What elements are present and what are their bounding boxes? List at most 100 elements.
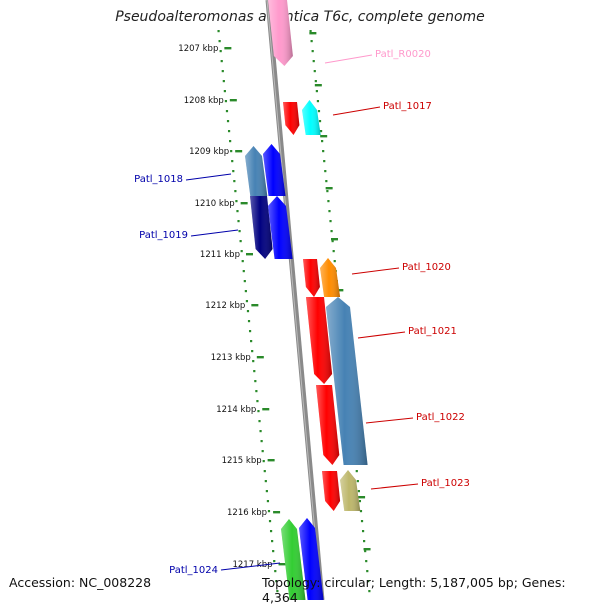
minor-tick-left xyxy=(226,120,230,123)
gene-label-patl_1017[interactable]: Patl_1017 xyxy=(383,101,432,112)
gene-shading xyxy=(268,196,293,259)
gene-shading xyxy=(299,518,324,600)
major-tick-right xyxy=(314,84,322,87)
gene-shading xyxy=(320,258,341,297)
minor-tick-right xyxy=(365,560,368,563)
gene-shading xyxy=(268,0,293,66)
genome-summary: Topology: circular; Length: 5,187,005 bp… xyxy=(262,575,566,605)
minor-tick-left xyxy=(243,280,246,283)
minor-tick-left xyxy=(219,50,222,53)
kbp-tick-label: 1211 kbp xyxy=(200,250,240,260)
minor-tick-left xyxy=(237,220,240,223)
major-tick-left xyxy=(251,304,259,307)
major-tick-left xyxy=(273,511,281,514)
callout-line xyxy=(332,106,381,116)
minor-tick-left xyxy=(251,350,254,353)
minor-tick-right xyxy=(323,160,326,163)
callout-line xyxy=(324,54,373,64)
minor-tick-left xyxy=(236,210,239,213)
gene-label-patl_1019[interactable]: Patl_1019 xyxy=(139,230,188,241)
minor-tick-right xyxy=(316,100,320,103)
minor-tick-right xyxy=(358,500,362,503)
gene-shading xyxy=(306,297,333,384)
minor-tick-left xyxy=(262,460,265,463)
minor-tick-left xyxy=(269,530,273,533)
minor-tick-right xyxy=(363,540,366,543)
gene-label-patl_1020[interactable]: Patl_1020 xyxy=(402,262,451,273)
kbp-tick-label: 1210 kbp xyxy=(195,199,235,209)
minor-tick-left xyxy=(218,40,221,43)
gene-shading xyxy=(340,470,361,511)
minor-tick-left xyxy=(222,80,225,83)
kbp-tick-label: 1212 kbp xyxy=(205,301,245,311)
minor-tick-left xyxy=(227,130,231,133)
gene-shading xyxy=(245,146,268,196)
minor-tick-left xyxy=(265,490,268,493)
minor-tick-left xyxy=(268,520,272,523)
genome-backbone xyxy=(265,0,325,600)
callout-line xyxy=(370,483,419,490)
minor-tick-left xyxy=(257,410,260,413)
minor-tick-right xyxy=(366,570,369,573)
minor-tick-left xyxy=(234,190,237,193)
minor-tick-right xyxy=(368,590,371,593)
minor-tick-left xyxy=(217,30,220,33)
gene-label-patl_1024[interactable]: Patl_1024 xyxy=(169,565,218,576)
minor-tick-right xyxy=(315,90,318,93)
gene-shading xyxy=(302,100,321,135)
minor-tick-right xyxy=(309,30,312,33)
minor-tick-right xyxy=(319,130,323,133)
minor-tick-left xyxy=(235,200,238,203)
minor-tick-left xyxy=(250,340,253,343)
minor-tick-right xyxy=(324,170,327,173)
major-tick-left xyxy=(240,202,248,205)
kbp-tick-label: 1208 kbp xyxy=(184,96,224,106)
minor-tick-left xyxy=(224,100,228,103)
kbp-tick-label: 1207 kbp xyxy=(178,44,218,54)
minor-tick-right xyxy=(325,180,328,183)
minor-tick-left xyxy=(232,170,235,173)
gene-shading xyxy=(250,196,273,259)
gene-label-patl_1021[interactable]: Patl_1021 xyxy=(408,326,457,337)
gene-shading xyxy=(316,385,340,465)
gene-label-patl_1018[interactable]: Patl_1018 xyxy=(134,174,183,185)
kbp-tick-label: 1213 kbp xyxy=(211,353,251,363)
minor-tick-right xyxy=(360,520,364,523)
major-tick-right xyxy=(325,187,333,190)
gene-label-patl_r0020[interactable]: Patl_R0020 xyxy=(375,49,431,60)
minor-tick-right xyxy=(328,210,331,213)
gene-shading xyxy=(263,144,286,196)
minor-tick-right xyxy=(356,480,359,483)
minor-tick-left xyxy=(253,370,256,373)
minor-tick-left xyxy=(242,270,245,273)
minor-tick-left xyxy=(260,440,263,443)
minor-tick-right xyxy=(321,140,324,143)
minor-tick-right xyxy=(357,490,360,493)
kbp-tick-label: 1216 kbp xyxy=(227,508,267,518)
minor-tick-right xyxy=(332,250,335,253)
minor-tick-right xyxy=(355,470,358,473)
minor-tick-left xyxy=(241,260,244,263)
minor-tick-left xyxy=(263,470,266,473)
minor-tick-left xyxy=(276,590,279,593)
minor-tick-right xyxy=(310,40,313,43)
minor-tick-right xyxy=(317,110,321,113)
minor-tick-right xyxy=(331,240,334,243)
minor-tick-left xyxy=(254,380,257,383)
major-tick-right xyxy=(363,548,371,551)
gene-label-patl_1023[interactable]: Patl_1023 xyxy=(421,478,470,489)
callout-line xyxy=(351,267,400,275)
minor-tick-right xyxy=(312,60,315,63)
minor-tick-left xyxy=(229,140,232,143)
minor-tick-left xyxy=(264,480,267,483)
minor-tick-left xyxy=(221,70,224,73)
major-tick-right xyxy=(309,32,317,35)
gene-label-patl_1022[interactable]: Patl_1022 xyxy=(416,412,465,423)
minor-tick-right xyxy=(330,230,333,233)
minor-tick-right xyxy=(364,550,367,553)
minor-tick-left xyxy=(239,240,242,243)
minor-tick-left xyxy=(275,580,278,583)
gene-shading xyxy=(322,471,341,511)
major-tick-right xyxy=(336,289,344,292)
